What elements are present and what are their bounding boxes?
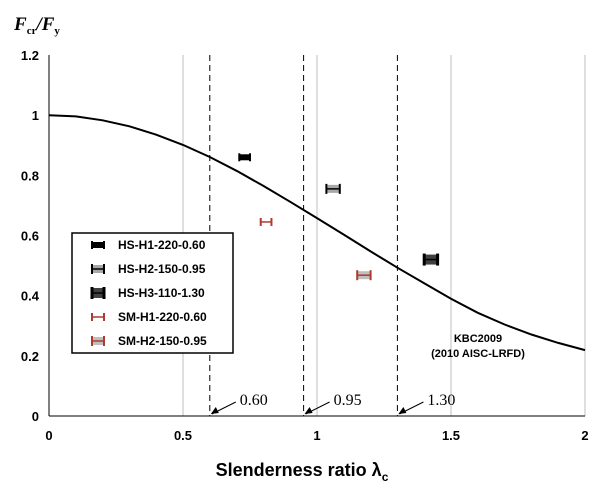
- legend-marker-2: [90, 287, 106, 299]
- title-main-1: F: [13, 14, 27, 35]
- ref-label-1: 0.95: [334, 392, 362, 409]
- y-tick-label-6: 1.2: [21, 48, 39, 63]
- curve-label-line2: (2010 AISC-LRFD): [431, 348, 525, 360]
- x-tick-label-0: 0: [45, 428, 52, 443]
- legend-marker-0: [91, 241, 105, 249]
- y-tick-label-0: 0: [32, 409, 39, 424]
- y-tick-labels: 0 0.2 0.4 0.6 0.8 1 1.2: [21, 48, 40, 424]
- title-slash: /: [34, 14, 43, 35]
- ref-label-0: 0.60: [240, 392, 268, 409]
- x-axis-label-main: Slenderness ratio λ: [216, 460, 382, 480]
- chart-title: Fcr/Fy: [13, 14, 60, 37]
- ref-arrowhead-2: [398, 407, 407, 414]
- title-sub-1: cr: [27, 25, 37, 37]
- legend-label-3: SM-H1-220-0.60: [118, 310, 207, 324]
- legend-marker-4: [91, 336, 105, 346]
- legend-label-4: SM-H2-150-0.95: [118, 334, 207, 348]
- x-tick-label-1: 0.5: [174, 428, 192, 443]
- point-hs-h3-110-1.30: [422, 253, 440, 266]
- legend-marker-3: [91, 313, 105, 321]
- x-axis-label: Slenderness ratio λc: [216, 460, 389, 484]
- point-sm-h1-220-0.60: [259, 217, 273, 226]
- x-gridlines: [182, 55, 586, 416]
- y-tick-label-3: 0.6: [21, 229, 39, 244]
- reference-lines: 0.60 0.95 1.30: [209, 55, 455, 416]
- x-tick-label-4: 2: [581, 428, 588, 443]
- legend-label-1: HS-H2-150-0.95: [118, 262, 206, 276]
- title-sub-2: y: [54, 25, 60, 37]
- x-axis-label-sub: c: [382, 470, 389, 484]
- point-hs-h2-150-0.95: [325, 183, 341, 194]
- title-main-2: F: [41, 14, 55, 35]
- legend-label-0: HS-H1-220-0.60: [118, 238, 206, 252]
- legend: HS-H1-220-0.60 HS-H2-150-0.95 HS-H3-110-1.…: [71, 232, 234, 354]
- y-tick-label-1: 0.2: [21, 349, 39, 364]
- y-tick-label-2: 0.4: [21, 289, 40, 304]
- legend-marker-1: [91, 264, 105, 274]
- legend-label-2: HS-H3-110-1.30: [118, 286, 205, 300]
- ref-arrowhead-0: [210, 407, 219, 414]
- point-hs-h1-220-0.60: [238, 153, 251, 162]
- ref-label-2: 1.30: [427, 392, 455, 409]
- point-sm-h2-150-0.95: [356, 270, 372, 281]
- x-tick-label-2: 1: [313, 428, 320, 443]
- kbc2009-curve: [48, 114, 586, 352]
- data-points: [238, 153, 440, 281]
- x-tick-labels: 0 0.5 1 1.5 2: [45, 428, 588, 443]
- y-tick-label-5: 1: [32, 108, 39, 123]
- ref-arrowhead-1: [304, 407, 313, 414]
- x-tick-label-3: 1.5: [442, 428, 460, 443]
- curve-label-line1: KBC2009: [454, 333, 502, 345]
- y-tick-label-4: 0.8: [21, 168, 39, 183]
